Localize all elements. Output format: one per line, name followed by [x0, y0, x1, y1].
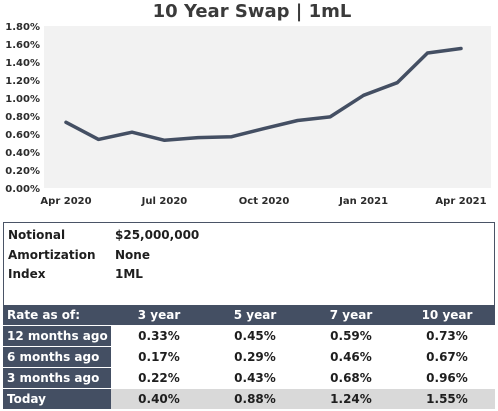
rate-cell: 0.88%	[207, 388, 303, 410]
notional-value: $25,000,000	[115, 228, 200, 242]
notional-label: Notional	[8, 228, 66, 242]
x-tick-label: Jan 2021	[338, 196, 388, 207]
x-tick-label: Apr 2020	[40, 196, 91, 207]
rate-cell: 0.67%	[399, 346, 495, 368]
rates-row-today: Today 0.40% 0.88% 1.24% 1.55%	[3, 388, 495, 410]
data-point	[395, 81, 399, 85]
rate-cell: 0.59%	[303, 325, 399, 347]
rate-cell: 0.40%	[111, 388, 207, 410]
y-tick-label: 0.00%	[5, 184, 40, 195]
index-label: Index	[8, 267, 46, 281]
rate-cell: 0.33%	[111, 325, 207, 347]
data-point	[328, 115, 332, 119]
y-tick-label: 1.40%	[5, 58, 40, 69]
rates-header-7-year: 7 year	[303, 305, 399, 326]
data-point	[230, 135, 234, 139]
index-value: 1ML	[115, 267, 143, 281]
rates-header-row: Rate as of: 3 year 5 year 7 year 10 year	[3, 305, 495, 326]
rates-row-label: 3 months ago	[3, 367, 111, 389]
amortization-label: Amortization	[8, 248, 96, 262]
x-axis: Apr 2020 Jul 2020 Oct 2020 Jan 2021 Apr 2021	[40, 196, 486, 207]
rate-cell: 0.68%	[303, 367, 399, 389]
data-point	[196, 136, 200, 140]
rate-cell: 0.46%	[303, 346, 399, 368]
data-point	[426, 51, 429, 55]
data-point	[97, 137, 100, 141]
rates-header-10-year: 10 year	[399, 305, 495, 326]
rate-cell: 0.45%	[207, 325, 303, 347]
x-tick-label: Apr 2021	[435, 196, 486, 207]
y-tick-label: 1.80%	[5, 22, 40, 33]
rate-cell: 0.29%	[207, 346, 303, 368]
y-tick-label: 0.20%	[5, 166, 40, 177]
rates-row-label: Today	[3, 388, 111, 410]
rate-cell: 0.73%	[399, 325, 495, 347]
swap-chart: 10 Year Swap | 1mL 0.00%0.20%0.40%0.60%0…	[5, 1, 491, 207]
chart-title: 10 Year Swap | 1mL	[153, 1, 352, 22]
y-tick-label: 1.00%	[5, 94, 40, 105]
rate-cell: 0.17%	[111, 346, 207, 368]
data-point	[64, 120, 68, 124]
rates-header-label: Rate as of:	[3, 305, 111, 326]
rate-cell: 0.96%	[399, 367, 495, 389]
y-tick-label: 1.20%	[5, 76, 40, 87]
rates-table: Rate as of: 3 year 5 year 7 year 10 year…	[3, 305, 495, 410]
x-tick-label: Oct 2020	[239, 196, 290, 207]
y-tick-label: 0.60%	[5, 130, 40, 141]
rates-header-5-year: 5 year	[207, 305, 303, 326]
data-point	[362, 93, 366, 97]
x-tick-label: Jul 2020	[141, 196, 188, 207]
rates-row-3-months-ago: 3 months ago 0.22% 0.43% 0.68% 0.96%	[3, 367, 495, 389]
rates-header-3-year: 3 year	[111, 305, 207, 326]
rate-cell: 1.24%	[303, 388, 399, 410]
data-point	[296, 119, 300, 122]
data-point	[262, 127, 266, 131]
rate-cell: 1.55%	[399, 388, 495, 410]
y-tick-label: 0.40%	[5, 148, 40, 159]
amortization-value: None	[115, 248, 150, 262]
data-point	[163, 138, 166, 142]
data-point	[459, 47, 463, 50]
plot-area	[44, 26, 491, 188]
series-layer	[64, 46, 463, 143]
rates-row-label: 12 months ago	[3, 325, 111, 347]
rates-row-12-months-ago: 12 months ago 0.33% 0.45% 0.59% 0.73%	[3, 325, 495, 347]
data-point	[130, 130, 134, 134]
y-tick-label: 1.60%	[5, 40, 40, 51]
rate-cell: 0.22%	[111, 367, 207, 389]
y-tick-label: 0.80%	[5, 112, 40, 123]
rates-row-label: 6 months ago	[3, 346, 111, 368]
rates-row-6-months-ago: 6 months ago 0.17% 0.29% 0.46% 0.67%	[3, 346, 495, 368]
rate-cell: 0.43%	[207, 367, 303, 389]
y-axis: 0.00% 0.20% 0.40% 0.60% 0.80% 1.00% 1.20% 1.40%…	[5, 22, 40, 195]
